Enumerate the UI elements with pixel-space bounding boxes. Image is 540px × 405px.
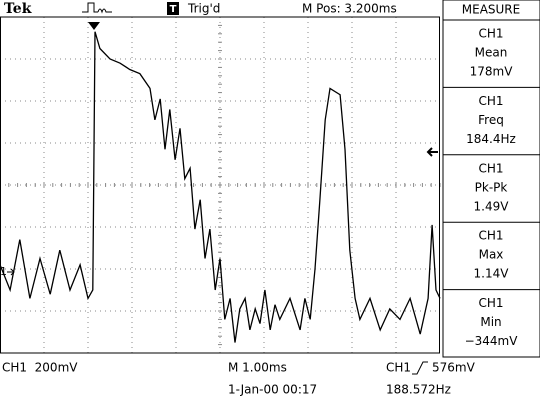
trigger-icon-box xyxy=(167,2,179,15)
graticule xyxy=(0,16,441,354)
trigger-icon: T xyxy=(170,4,177,15)
brand: Tek xyxy=(4,1,32,17)
ground-marker: 1 xyxy=(0,265,7,278)
measure-channel: CH1 xyxy=(478,296,503,310)
measure-channel: CH1 xyxy=(478,229,503,243)
trigger-slope-icon xyxy=(412,361,428,375)
ch1-scale: CH1 200mV xyxy=(2,361,78,375)
date: 1-Jan-00 00:17 xyxy=(228,383,317,397)
measure-label: Freq xyxy=(478,113,504,127)
measure-value: 1.49V xyxy=(474,199,510,213)
acquisition-icon xyxy=(82,2,112,14)
measure-label: Mean xyxy=(475,46,508,60)
trigger-level: 576mV xyxy=(432,361,476,375)
measure-channel: CH1 xyxy=(478,161,503,175)
trigger-level-marker xyxy=(426,147,438,157)
measure-value: 178mV xyxy=(470,65,514,79)
measure-value: 1.14V xyxy=(474,267,510,281)
measure-channel: CH1 xyxy=(478,94,503,108)
measure-value: −344mV xyxy=(465,334,519,348)
measure-value: 184.4Hz xyxy=(466,132,516,146)
measure-label: Min xyxy=(480,315,501,329)
measure-label: Pk-Pk xyxy=(475,180,508,194)
trigger-channel: CH1 xyxy=(386,361,411,375)
frequency: 188.572Hz xyxy=(386,383,451,397)
timebase: M 1.00ms xyxy=(228,361,287,375)
measure-label: Max xyxy=(479,248,504,262)
horizontal-position: M Pos: 3.200ms xyxy=(302,2,397,16)
screen-border xyxy=(0,16,440,354)
measure-border xyxy=(442,0,540,358)
measure-channel: CH1 xyxy=(478,27,503,41)
waveform xyxy=(0,31,441,343)
measure-title: MEASURE xyxy=(462,3,520,17)
trigger-position-marker xyxy=(88,22,100,30)
trigger-status: Trig'd xyxy=(187,2,220,16)
measure-panel: MEASURE CH1 Mean 178mV CH1 Freq 184.4Hz CH1 Pk-… xyxy=(442,0,540,358)
